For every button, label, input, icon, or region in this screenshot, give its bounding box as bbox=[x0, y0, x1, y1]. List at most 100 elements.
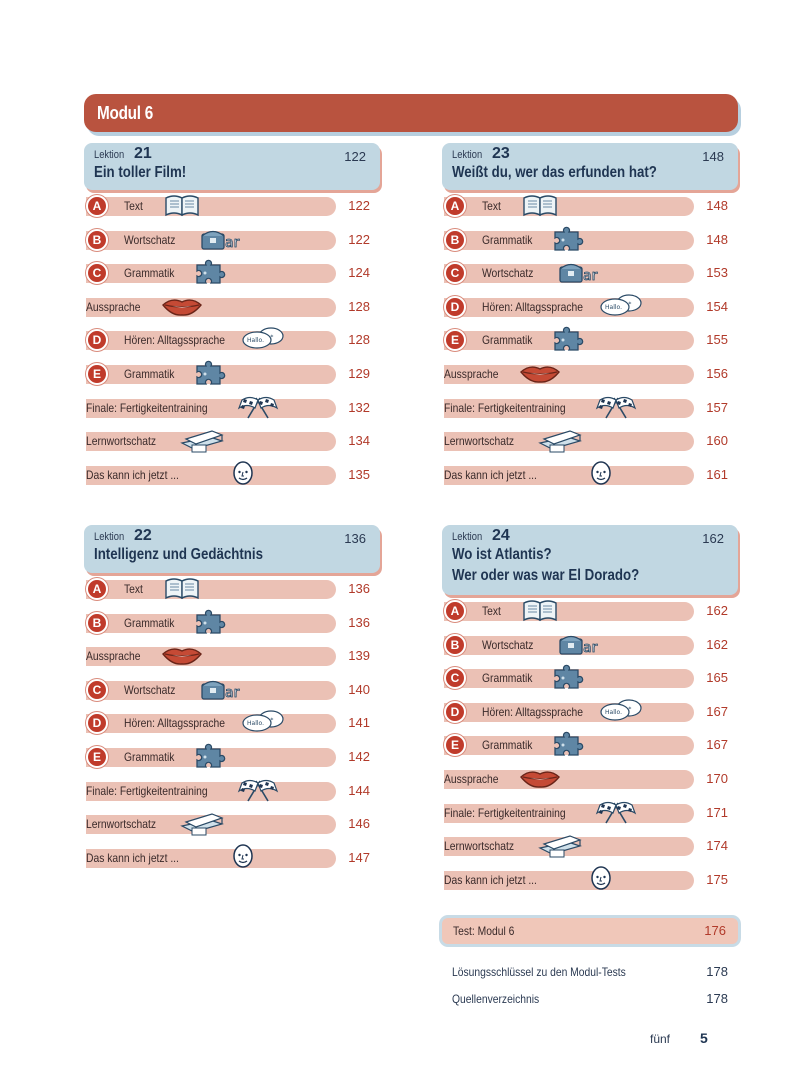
item-page: 135 bbox=[348, 466, 370, 482]
lesson-header[interactable]: Lektion 21 122 Ein toller Film! bbox=[84, 143, 380, 190]
lesson-title: Intelligenz und Gedächtnis bbox=[94, 546, 263, 563]
extra-label: Lösungsschlüssel zu den Modul-Tests bbox=[452, 965, 626, 979]
lesson-label: Lektion bbox=[94, 531, 125, 543]
lips-icon bbox=[160, 642, 204, 668]
item-label: Finale: Fertigkeitentraining bbox=[444, 400, 566, 415]
lesson-item[interactable]: Finale: Fertigkeitentraining 157 bbox=[442, 394, 742, 420]
lesson-header[interactable]: Lektion 23 148 Weißt du, wer das erfunden h… bbox=[442, 143, 738, 190]
lesson-number: 21 bbox=[134, 145, 152, 162]
card-box-icon bbox=[538, 427, 584, 453]
extra-entry-sources[interactable]: Quellenverzeichnis 178 bbox=[452, 991, 728, 1009]
item-page: 148 bbox=[706, 198, 728, 213]
item-band bbox=[444, 602, 694, 621]
item-page: 129 bbox=[348, 366, 370, 381]
lesson-item[interactable]: Lernwortschatz 134 bbox=[84, 430, 384, 453]
lesson-item[interactable]: E Grammatik 142 bbox=[84, 743, 384, 768]
item-band bbox=[86, 848, 336, 868]
test-entry[interactable]: Test: Modul 6 176 bbox=[442, 918, 738, 944]
item-page: 147 bbox=[348, 849, 370, 865]
item-page: 170 bbox=[706, 771, 728, 786]
item-label: Das kann ich jetzt ... bbox=[86, 467, 179, 482]
lesson-item[interactable]: C Grammatik 124 bbox=[84, 259, 384, 285]
lesson-item[interactable]: D Hören: Alltagssprache ! *Hallo. 128 bbox=[84, 327, 384, 352]
lesson-item[interactable]: D Hören: Alltagssprache ! *Hallo. 167 bbox=[442, 699, 742, 723]
item-page: 148 bbox=[706, 231, 728, 247]
lesson-item[interactable]: E Grammatik 167 bbox=[442, 731, 742, 757]
extra-entry-solutions[interactable]: Lösungsschlüssel zu den Modul-Tests 178 bbox=[452, 964, 728, 982]
lesson-item[interactable]: Das kann ich jetzt ... 135 bbox=[84, 461, 384, 486]
lesson-item[interactable]: Lernwortschatz 174 bbox=[442, 835, 742, 858]
item-label: Text bbox=[124, 199, 143, 213]
item-label: Grammatik bbox=[124, 266, 175, 281]
lesson-item[interactable]: B Grammatik 148 bbox=[442, 226, 742, 251]
section-letter-badge: A bbox=[86, 578, 108, 600]
item-label: Text bbox=[482, 604, 501, 618]
item-label: Das kann ich jetzt ... bbox=[86, 850, 179, 865]
item-page: 153 bbox=[706, 265, 728, 281]
lesson-item[interactable]: Das kann ich jetzt ... 175 bbox=[442, 866, 742, 891]
lesson-item[interactable]: Aussprache 128 bbox=[84, 296, 384, 318]
lesson-item[interactable]: Finale: Fertigkeitentraining 171 bbox=[442, 801, 742, 824]
lesson-item[interactable]: D Hören: Alltagssprache ! *Hallo. 154 bbox=[442, 294, 742, 318]
lesson-item[interactable]: Finale: Fertigkeitentraining 144 bbox=[84, 779, 384, 802]
puzzle-icon bbox=[552, 731, 588, 757]
card-box-icon bbox=[180, 810, 226, 836]
lesson-item[interactable]: D Hören: Alltagssprache ! *Hallo. 141 bbox=[84, 709, 384, 735]
item-band bbox=[444, 365, 694, 384]
lesson-item[interactable]: A Text 122 bbox=[84, 195, 384, 217]
speech-bubble-text: Hallo. bbox=[247, 720, 264, 727]
lesson-item[interactable]: C Wortschatz ar 140 bbox=[84, 678, 384, 701]
lesson-item[interactable]: A Text 148 bbox=[442, 195, 742, 217]
speech-bubble-icon: ! *Hallo. bbox=[240, 709, 286, 735]
lesson-item[interactable]: B Wortschatz ar 122 bbox=[84, 228, 384, 251]
lesson-item[interactable]: Das kann ich jetzt ... 161 bbox=[442, 461, 742, 486]
lesson-item[interactable]: E Grammatik 129 bbox=[84, 360, 384, 385]
item-label: Grammatik bbox=[482, 738, 533, 753]
lesson-header[interactable]: Lektion 24 162 Wo ist Atlantis? Wer oder was… bbox=[442, 525, 738, 595]
section-letter-badge: A bbox=[444, 195, 466, 217]
speech-bubble-text: Hallo. bbox=[247, 337, 264, 344]
lesson-item[interactable]: Aussprache 170 bbox=[442, 768, 742, 790]
svg-text:ar: ar bbox=[583, 268, 598, 284]
section-letter-badge: B bbox=[444, 228, 466, 251]
item-page: 122 bbox=[348, 231, 370, 247]
item-page: 124 bbox=[348, 265, 370, 281]
lesson-item[interactable]: B Wortschatz ar 162 bbox=[442, 633, 742, 656]
item-label: Text bbox=[124, 582, 143, 596]
lesson-item[interactable]: C Wortschatz ar 153 bbox=[442, 259, 742, 285]
item-page: 128 bbox=[348, 298, 370, 314]
lesson-item[interactable]: C Grammatik 165 bbox=[442, 664, 742, 690]
lesson-item[interactable]: A Text 136 bbox=[84, 578, 384, 600]
lesson-item[interactable]: Lernwortschatz 146 bbox=[84, 810, 384, 836]
item-band bbox=[86, 580, 336, 599]
lesson-item[interactable]: Finale: Fertigkeitentraining 132 bbox=[84, 396, 384, 419]
lesson-item[interactable]: Aussprache 139 bbox=[84, 645, 384, 667]
lesson-title: Ein toller Film! bbox=[94, 164, 187, 181]
lesson-label: Lektion bbox=[452, 531, 483, 543]
lesson-number: 23 bbox=[492, 145, 510, 162]
extra-page: 178 bbox=[706, 991, 728, 1006]
lesson-header[interactable]: Lektion 22 136 Intelligenz und Gedächtnis bbox=[84, 525, 380, 573]
lesson-item[interactable]: Aussprache 156 bbox=[442, 363, 742, 385]
lesson-item[interactable]: A Text 162 bbox=[442, 600, 742, 622]
book-icon bbox=[162, 192, 202, 218]
puzzle-icon bbox=[552, 664, 588, 690]
footer-page-number: 5 bbox=[700, 1030, 708, 1046]
checkered-flags-icon bbox=[594, 394, 638, 420]
item-label: Hören: Alltagssprache bbox=[482, 299, 583, 314]
item-label: Lernwortschatz bbox=[86, 434, 156, 449]
item-page: 161 bbox=[706, 466, 728, 482]
section-letter-badge: A bbox=[444, 600, 466, 622]
word-chest-icon: ar bbox=[556, 259, 602, 285]
lesson-item[interactable]: E Grammatik 155 bbox=[442, 327, 742, 352]
item-page: 128 bbox=[348, 332, 370, 348]
item-page: 139 bbox=[348, 648, 370, 664]
item-page: 157 bbox=[706, 399, 728, 415]
lips-icon bbox=[518, 765, 562, 791]
section-letter-badge: E bbox=[444, 734, 466, 757]
test-label: Test: Modul 6 bbox=[453, 924, 515, 938]
lesson-item[interactable]: B Grammatik 136 bbox=[84, 609, 384, 634]
lesson-item[interactable]: Lernwortschatz 160 bbox=[442, 427, 742, 453]
item-band bbox=[86, 297, 336, 317]
lesson-item[interactable]: Das kann ich jetzt ... 147 bbox=[84, 844, 384, 869]
